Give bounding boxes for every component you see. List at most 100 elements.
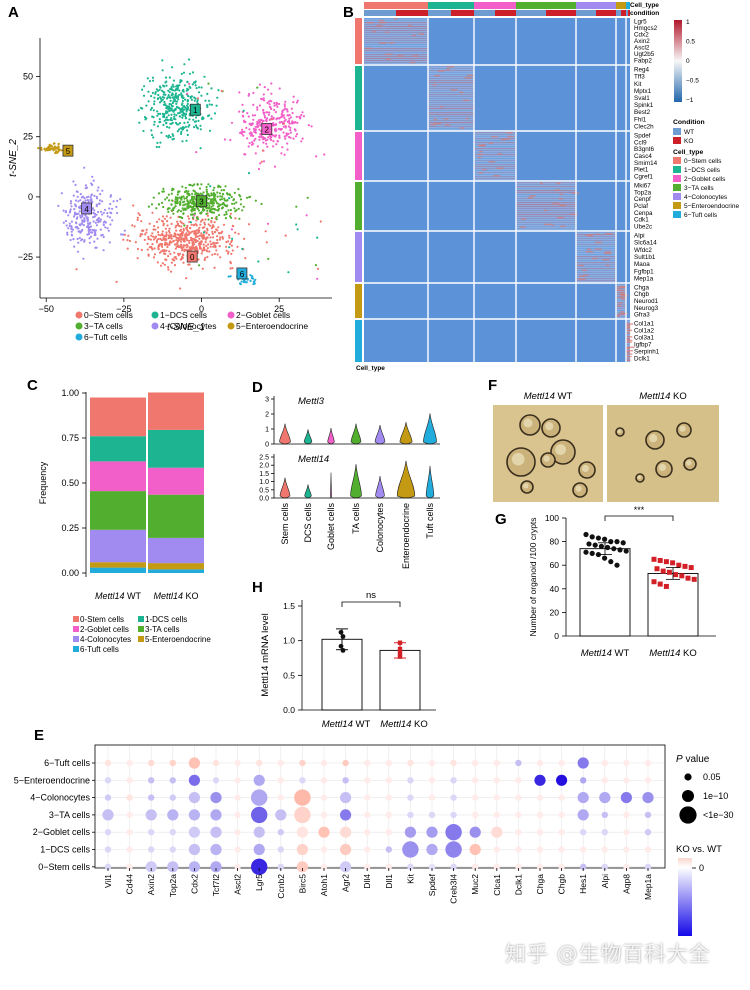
dot [234, 863, 241, 870]
freq-ylabel: Frequency [38, 461, 48, 504]
heatmap-scale-tick: 0.5 [686, 39, 695, 46]
dot [404, 826, 416, 838]
colorscale-title: KO vs. WT [676, 844, 722, 855]
dot [536, 759, 544, 767]
dot-row-label: 2−Goblet cells [33, 827, 91, 837]
heatmap: Lgr5Hmgcs2Cdx2Axin2Ascl2Ugt2b5Fabp2Reg4T… [355, 2, 739, 372]
freq-xlabel: Mettl14 KO [153, 591, 198, 601]
violin-shape [279, 477, 291, 499]
dot [385, 794, 392, 801]
dot [601, 811, 608, 819]
dot [385, 777, 392, 784]
dot-gene-label: Dclk1 [513, 874, 523, 896]
dot [364, 846, 371, 853]
dot [623, 777, 630, 784]
organoid-point [617, 547, 623, 553]
violin-ytick: 0.0 [259, 496, 269, 503]
tsne-ytick: 25 [23, 132, 33, 142]
dot [450, 759, 457, 767]
heatmap-condition-item: WT [684, 129, 694, 136]
pvalue-legend-item: 1e−10 [703, 791, 728, 801]
dot [234, 829, 241, 836]
freq-bar-segment [90, 491, 146, 530]
dot [558, 863, 565, 870]
dot [104, 829, 112, 836]
dot [428, 811, 436, 819]
dot [558, 811, 565, 819]
heatmap-scale-tick: −1 [686, 97, 694, 104]
tsne-legend-item: 4−Colonocytes [160, 321, 216, 331]
dot [644, 829, 652, 836]
violin-shape [330, 472, 332, 499]
dot [251, 789, 268, 806]
freq-legend-item: 6-Tuft cells [80, 645, 119, 654]
violin-plots: 3 2 1 0 Mettl3 2.52.01.51.00.5 0.0 Mettl14 Stem… [259, 396, 440, 569]
dot [364, 777, 371, 784]
heatmap-scale-tick: −0.5 [686, 78, 699, 85]
heatmap-gene-label: Serpinh1 [634, 349, 660, 356]
dot [234, 777, 241, 784]
organoid-point [663, 559, 669, 565]
dot [126, 794, 133, 801]
mrna-point [397, 640, 403, 645]
dot [515, 811, 522, 819]
heatmap-gene-label: Ube2c [634, 224, 652, 231]
dot [277, 863, 284, 870]
heatmap-gene-label: Best2 [634, 109, 651, 116]
dot-gene-label: Creb3l4 [449, 874, 459, 904]
dot [623, 846, 630, 853]
organoid-significance: *** [634, 505, 645, 515]
dot [210, 826, 222, 838]
tsne-xtick: 25 [274, 304, 284, 314]
dot [558, 846, 565, 853]
organoid-point [670, 560, 676, 566]
organoid-ytick: 100 [545, 513, 559, 523]
dot [210, 792, 222, 804]
mrna-point [340, 647, 346, 653]
dot [188, 757, 200, 769]
mrna-ytick: 0.5 [283, 670, 295, 680]
violin-ytick: 3 [265, 397, 269, 404]
organoid-point [583, 531, 589, 538]
dot [169, 794, 176, 801]
violin-ytick: 0.5 [259, 487, 269, 494]
colorscale-tick: 0 [699, 863, 704, 873]
tsne-xtick: −50 [39, 304, 54, 314]
dot [493, 759, 500, 767]
dot [426, 843, 438, 856]
dot [493, 863, 500, 870]
mrna-point [397, 654, 403, 659]
violin-ytick: 2 [265, 412, 269, 419]
heatmap-scale-tick: 0 [686, 58, 690, 65]
dot [320, 863, 328, 870]
freq-bar-segment [90, 436, 146, 462]
violin-ytick: 2.5 [259, 455, 269, 462]
dot [534, 774, 546, 786]
dot-gene-label: Vil1 [103, 874, 113, 888]
heatmap-gene-label: Igfbp7 [634, 342, 652, 349]
dot [340, 792, 352, 804]
tsne-xtick: −25 [116, 304, 131, 314]
dot [536, 829, 544, 836]
panel-label-g: G [495, 511, 507, 528]
organoid-point [666, 569, 672, 575]
mrna-ytick: 1.5 [283, 601, 295, 611]
tsne-legend-item: 5−Enteroendocrine [236, 321, 308, 331]
heatmap-scale-tick: 1 [686, 19, 690, 26]
violin-xlabel: DCS cells [303, 503, 313, 543]
dot [472, 811, 479, 819]
heatmap-gene-label: Alpi [634, 233, 645, 240]
mrna-ytick: 0.0 [283, 705, 295, 715]
organoid-point [602, 555, 608, 561]
dot [445, 841, 462, 858]
dot [644, 777, 652, 784]
pvalue-legend-title: P value [676, 754, 710, 765]
dot [536, 794, 544, 801]
violin-xlabel: TA cells [351, 503, 361, 534]
heatmap-gene-label: Kit [634, 81, 642, 88]
freq-ytick: 0.25 [61, 523, 79, 533]
heatmap-gene-label: Axin2 [634, 38, 650, 45]
dot [340, 843, 352, 856]
dot [148, 794, 155, 801]
heatmap-celltype-item: 2−Goblet cells [684, 176, 726, 183]
